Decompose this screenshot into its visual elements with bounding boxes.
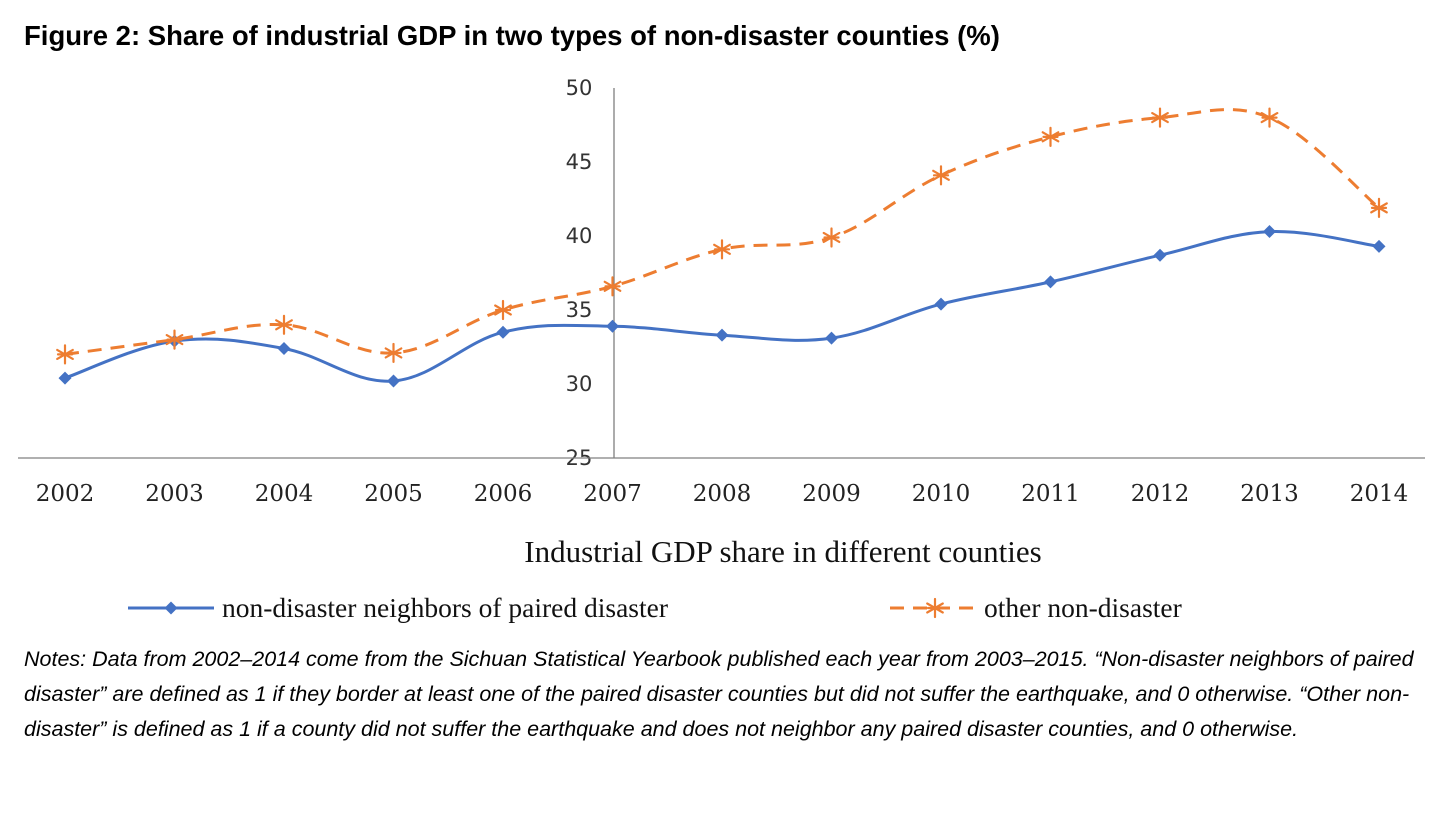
x-tick-label: 2009 (802, 481, 861, 507)
data-point-2-2006 (494, 299, 512, 321)
data-point-1-2012 (1153, 248, 1167, 262)
x-tick-label: 2014 (1350, 481, 1409, 507)
x-tick-label: 2005 (364, 481, 423, 507)
x-tick-label: 2004 (255, 481, 314, 507)
data-point-1-2007 (606, 319, 619, 333)
x-tick-label: 2002 (36, 481, 95, 507)
legend-marker (164, 601, 178, 615)
series-layer (56, 107, 1388, 388)
figure-notes: Notes: Data from 2002–2014 come from the… (24, 647, 1414, 741)
y-tick-label: 40 (566, 224, 593, 248)
data-point-1-2002 (58, 371, 72, 385)
data-point-1-2014 (1372, 239, 1386, 253)
data-point-1-2009 (825, 331, 838, 345)
x-axis-title: Industrial GDP share in different counti… (524, 534, 1041, 569)
x-tick-label: 2003 (145, 481, 204, 507)
x-tick-label: 2011 (1021, 481, 1080, 507)
data-point-2-2014 (1370, 197, 1388, 218)
x-tick-label: 2013 (1240, 481, 1299, 507)
data-point-2-2002 (56, 344, 74, 365)
legend: non-disaster neighbors of paired disaste… (128, 592, 1182, 623)
y-tick-label: 30 (566, 372, 593, 396)
data-point-2-2012 (1151, 107, 1169, 128)
data-point-1-2010 (934, 297, 948, 311)
figure-title: Figure 2: Share of industrial GDP in two… (24, 20, 1000, 51)
data-point-2-2011 (1041, 126, 1060, 147)
data-point-2-2010 (932, 165, 950, 186)
data-point-2-2004 (275, 314, 293, 335)
data-point-2-2008 (713, 239, 731, 260)
y-tick-label: 45 (566, 150, 593, 174)
series-line-2 (64, 108, 1380, 356)
data-point-1-2013 (1263, 225, 1276, 239)
data-point-1-2004 (277, 341, 291, 355)
data-point-1-2011 (1044, 275, 1057, 289)
data-point-2-2005 (384, 342, 403, 364)
legend-label: non-disaster neighbors of paired disaste… (222, 592, 668, 623)
legend-entry-2: other non-disaster (890, 592, 1182, 623)
x-tick-label: 2008 (693, 481, 752, 507)
data-point-2-2003 (165, 329, 184, 350)
legend-marker (926, 597, 944, 619)
data-point-1-2006 (496, 325, 510, 339)
data-point-1-2005 (387, 374, 400, 388)
y-tick-label: 50 (566, 76, 593, 100)
legend-label: other non-disaster (984, 592, 1182, 623)
x-tick-label: 2010 (912, 481, 971, 507)
data-point-2-2013 (1260, 107, 1279, 128)
legend-entry-1: non-disaster neighbors of paired disaste… (128, 592, 668, 623)
y-tick-label: 35 (566, 298, 593, 322)
x-tick-label: 2006 (474, 481, 533, 507)
x-tick-label: 2007 (583, 481, 642, 507)
data-point-2-2007 (603, 276, 622, 297)
data-point-1-2008 (715, 328, 729, 342)
x-tick-label: 2012 (1131, 481, 1190, 507)
data-point-2-2009 (822, 227, 841, 248)
x-axis: 2002 2003 2004 2005 2006 2007 2008 2009 2010 2011… (18, 457, 1425, 507)
